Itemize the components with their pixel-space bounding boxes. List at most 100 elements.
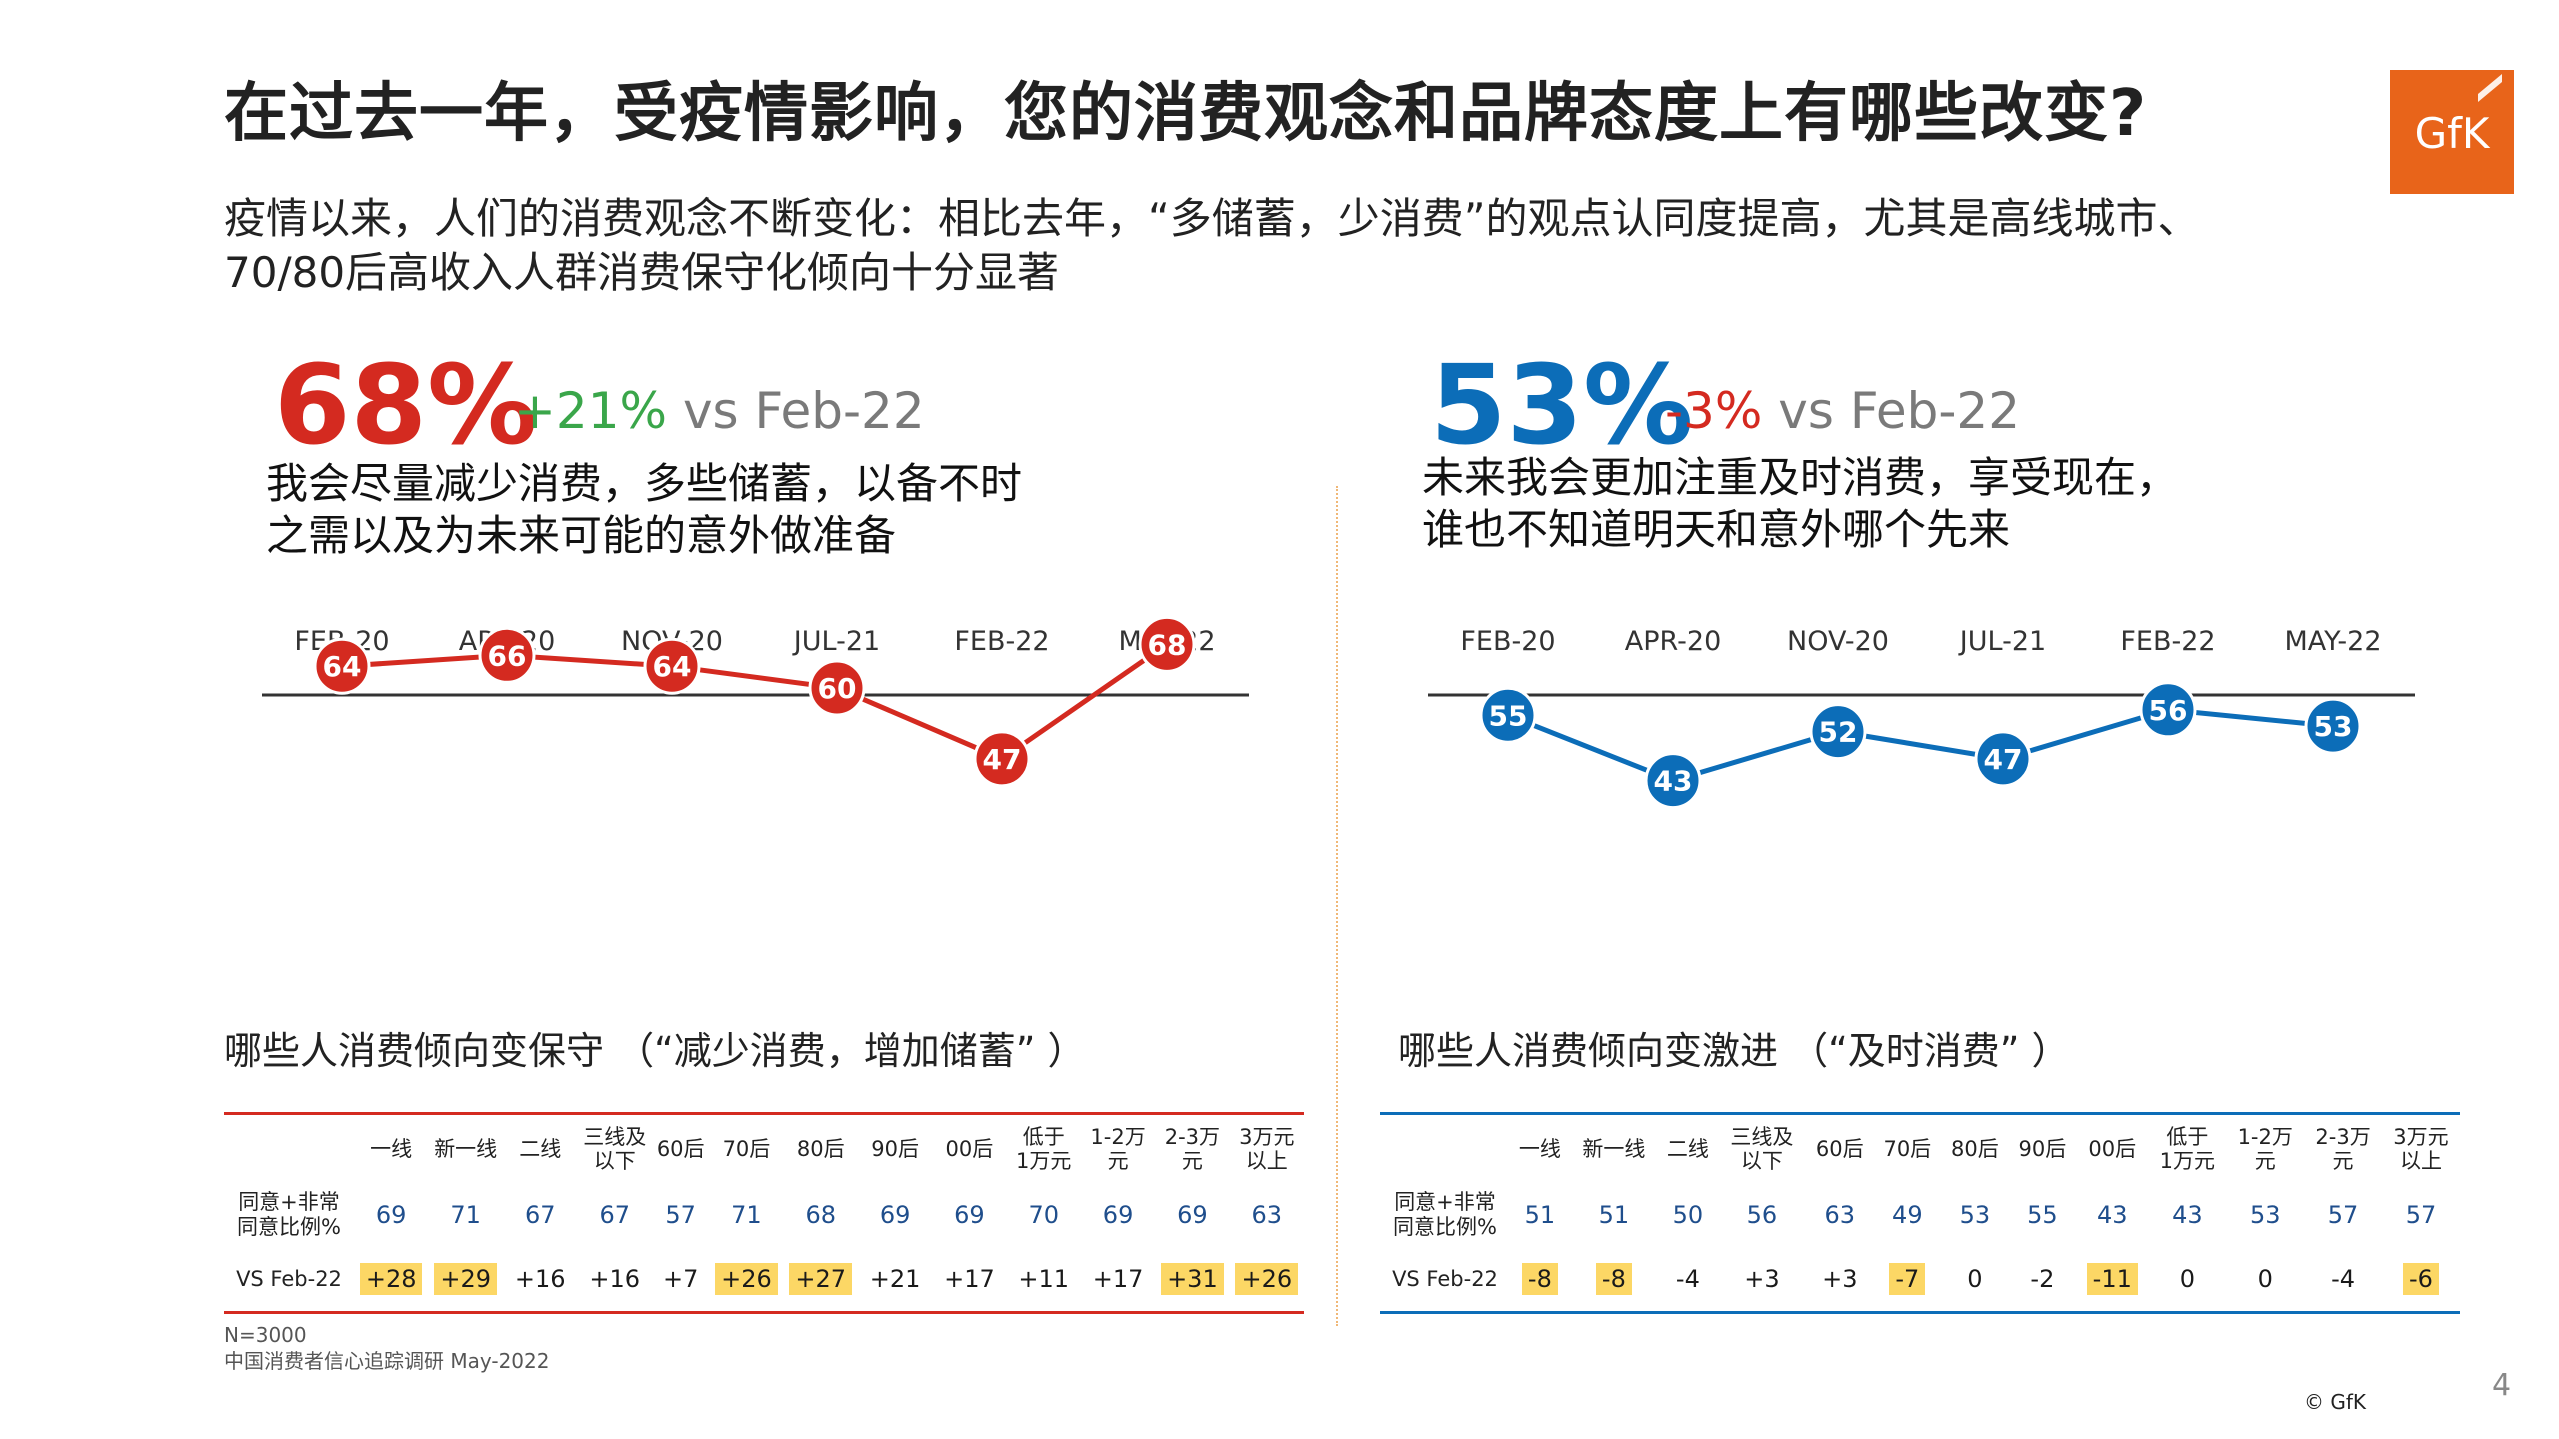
vs-value: +7 (662, 1265, 699, 1293)
table-cell: +3 (1718, 1247, 1806, 1313)
vs-value: -7 (1889, 1263, 1926, 1295)
column-header: 新一线 (434, 1137, 498, 1161)
vs-value: -8 (1521, 1263, 1558, 1295)
vs-value: 0 (1967, 1265, 1983, 1293)
column-header: 00后 (2088, 1137, 2137, 1161)
data-label: 64 (653, 650, 692, 683)
left-segment-table: 一线 新一线 二线 三线及 以下 60后 70后 80后 90后 00后 低于 1万元 1-2万元 2-3… (224, 1112, 1304, 1314)
table-cell: 0 (2148, 1247, 2226, 1313)
vs-value: +29 (434, 1263, 498, 1295)
table-row: 同意+非常 同意比例% 51 51 50 56 63 49 53 55 43 43 53 57 57 (1380, 1183, 2460, 1247)
column-header: 80后 (796, 1137, 845, 1161)
table-cell: +21 (858, 1247, 932, 1313)
table-cell: 57 (2327, 1201, 2359, 1229)
data-label: 66 (488, 639, 527, 672)
row-label: VS Feb-22 (1392, 1266, 1498, 1291)
vs-value: -11 (2086, 1263, 2138, 1295)
header-corner (1380, 1114, 1510, 1184)
table-cell: 71 (731, 1201, 762, 1229)
column-header: 一线 (370, 1137, 413, 1161)
table-cell: -7 (1874, 1247, 1942, 1313)
left-line-chart: FEB-20APR-20NOV-20JUL-21FEB-22MAY-226466… (262, 615, 1249, 788)
x-tick-label: NOV-20 (1787, 626, 1889, 657)
data-point (808, 659, 866, 717)
vs-value: +17 (944, 1265, 995, 1293)
row-label: 同意+非常 同意比例% (237, 1190, 341, 1239)
right-line-chart: FEB-20 APR-20 NOV-20 JUL-21 FEB-22 MAY-22 55 43… (1428, 626, 2415, 810)
table-cell: -8 (1570, 1247, 1658, 1313)
x-tick-label: FEB-22 (954, 626, 1049, 657)
panel-aggressive: 53% -3% vs Feb-22 未来我会更加注重及时消费，享受现在， 谁也不… (1380, 330, 2559, 1330)
column-header: 70后 (722, 1137, 771, 1161)
table-cell: 69 (1177, 1201, 1208, 1229)
table-cell: 69 (375, 1201, 407, 1229)
table-cell: 51 (1598, 1201, 1630, 1229)
right-statement-line1: 未来我会更加注重及时消费，享受现在， (1422, 453, 2179, 502)
copyright: © GfK (2304, 1390, 2367, 1414)
vs-value: +26 (715, 1263, 778, 1295)
data-label: 52 (1819, 716, 1858, 749)
series-line (341, 642, 1169, 762)
table-cell: 69 (1102, 1201, 1134, 1229)
data-point (1479, 686, 1537, 744)
column-header: 3万元 以上 (2393, 1125, 2449, 1173)
table-cell: 56 (1746, 1201, 1778, 1229)
column-header: 3万元 以上 (1239, 1125, 1295, 1173)
vs-value: +17 (1092, 1265, 1144, 1293)
table-cell: +3 (1806, 1247, 1874, 1313)
table-cell: +16 (577, 1247, 652, 1313)
table-cell: -8 (1510, 1247, 1570, 1313)
right-table-title: 哪些人消费倾向变激进 （“及时消费” ） (1398, 1029, 2070, 1073)
data-label: 60 (818, 672, 857, 705)
vs-value: 0 (2257, 1265, 2273, 1293)
series-line (1507, 707, 2334, 784)
left-delta-line: +21% vs Feb-22 (514, 382, 925, 440)
right-statement: 未来我会更加注重及时消费，享受现在， 谁也不知道明天和意外哪个先来 (1422, 452, 2322, 556)
column-header: 2-3万元 (2315, 1125, 2371, 1173)
table-cell: 63 (1251, 1201, 1283, 1229)
table-cell: 57 (2405, 1201, 2437, 1229)
column-header: 三线及 以下 (583, 1125, 647, 1173)
table-cell: 67 (524, 1201, 556, 1229)
vs-value: +26 (1235, 1263, 1299, 1295)
table-cell: +31 (1155, 1247, 1229, 1313)
column-header: 60后 (1815, 1137, 1864, 1161)
table-cell: 70 (1028, 1201, 1060, 1229)
vs-value: -8 (1595, 1263, 1632, 1295)
table-cell: 51 (1524, 1201, 1556, 1229)
table-cell: 63 (1824, 1201, 1856, 1229)
column-header: 60后 (656, 1137, 705, 1161)
right-delta-line: -3% vs Feb-22 (1665, 382, 2020, 440)
table-cell: +16 (503, 1247, 577, 1313)
table-cell: 71 (450, 1201, 481, 1229)
vs-value: +16 (514, 1265, 566, 1293)
row-label: 同意+非常 同意比例% (1393, 1190, 1497, 1239)
right-delta: -3% (1665, 382, 1763, 440)
table-cell: 49 (1892, 1201, 1923, 1229)
table-cell: 55 (2027, 1201, 2058, 1229)
table-cell: 53 (1959, 1201, 1991, 1229)
x-tick-label: JUL-21 (1958, 626, 2046, 657)
table-cell: +27 (784, 1247, 858, 1313)
column-header: 1-2万元 (1090, 1125, 1146, 1173)
left-statement: 我会尽量减少消费，多些储蓄，以备不时 之需以及为未来可能的意外做准备 (266, 458, 1166, 562)
column-header: 二线 (519, 1137, 562, 1161)
x-tick-label: FEB-22 (2120, 626, 2215, 657)
right-statement-line2: 谁也不知道明天和意外哪个先来 (1422, 505, 2011, 554)
table-cell: -6 (2382, 1247, 2460, 1313)
sample-size: N=3000 (224, 1323, 307, 1347)
table-cell: +26 (1230, 1247, 1304, 1313)
left-statement-line2: 之需以及为未来可能的意外做准备 (266, 511, 897, 560)
data-label: 43 (1654, 765, 1693, 798)
x-tick-label: APR-20 (1625, 626, 1722, 657)
logo-text: GfK (2415, 109, 2491, 158)
column-header: 二线 (1666, 1137, 1709, 1161)
table-cell: -4 (2304, 1247, 2382, 1313)
data-label: 64 (323, 650, 362, 683)
data-point (1138, 615, 1196, 673)
table-cell: 0 (2226, 1247, 2304, 1313)
vs-value: +21 (869, 1265, 921, 1293)
table-header-row: 一线 新一线 二线 三线及 以下 60后 70后 80后 90后 00后 低于 1万元 1-2万元 2-3… (1380, 1114, 2460, 1184)
table-cell: +11 (1007, 1247, 1081, 1313)
table-row: VS Feb-22 -8 -8 -4 +3 +3 -7 0 -2 -11 0 0 -4 -6 (1380, 1247, 2460, 1313)
